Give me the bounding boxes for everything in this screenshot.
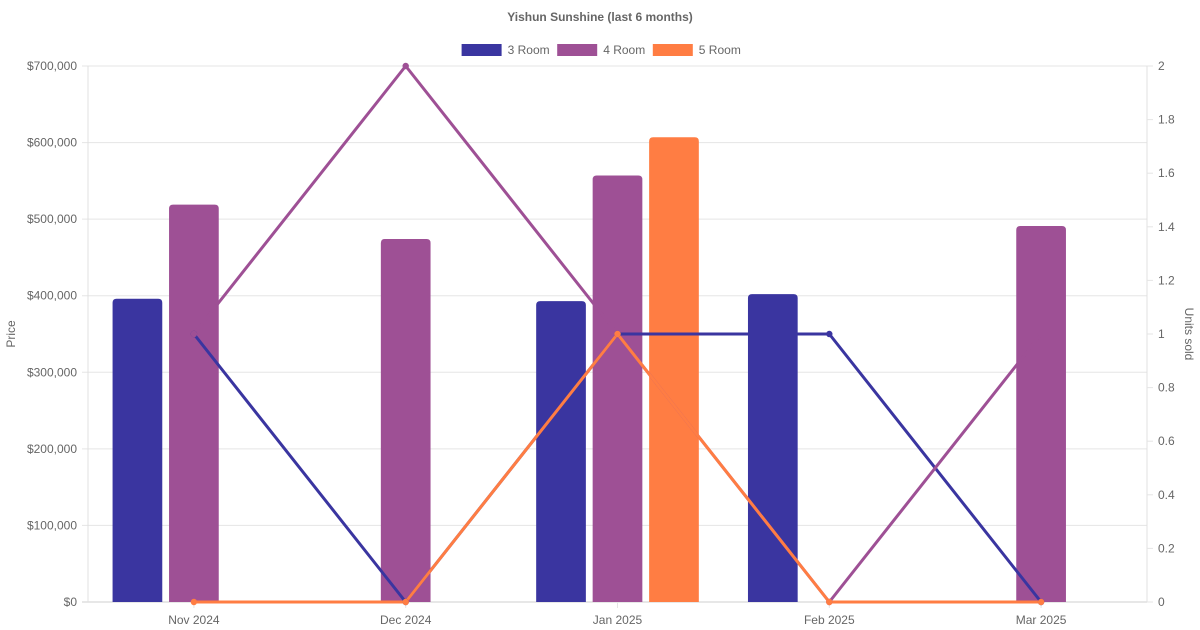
right-tick-label: 0 <box>1158 595 1165 609</box>
bar-4-room[interactable] <box>592 175 643 603</box>
legend-label: 3 Room <box>508 43 550 57</box>
bar-4-room[interactable] <box>169 204 219 602</box>
left-tick-label: $100,000 <box>27 518 77 532</box>
bar-4-room[interactable] <box>380 239 431 602</box>
point-4-room[interactable] <box>190 330 198 338</box>
legend-item-5-room[interactable]: 5 Room <box>652 43 741 57</box>
line-series <box>190 62 1045 606</box>
x-tick-label: Nov 2024 <box>168 613 220 627</box>
legend-label: 5 Room <box>699 43 741 57</box>
left-axis-title: Price <box>4 320 18 348</box>
right-y-axis: 0 0.2 0.4 0.6 0.8 1 1.2 1.4 1.6 1.8 2 <box>1147 59 1175 609</box>
left-tick-label: $300,000 <box>27 365 77 379</box>
right-tick-label: 0.8 <box>1158 381 1175 395</box>
left-tick-label: $500,000 <box>27 212 77 226</box>
point-3-room[interactable] <box>826 330 833 338</box>
point-5-room[interactable] <box>614 330 621 338</box>
legend-label: 4 Room <box>603 43 645 57</box>
point-5-room[interactable] <box>402 598 409 606</box>
left-tick-label: $700,000 <box>27 59 77 73</box>
point-4-room[interactable] <box>1037 330 1045 338</box>
left-tick-label: $0 <box>64 595 78 609</box>
legend-swatch <box>652 44 693 56</box>
bar-4-room[interactable] <box>1016 226 1066 602</box>
x-tick-label: Dec 2024 <box>380 613 432 627</box>
left-y-axis: $0 $100,000 $200,000 $300,000 $400,000 $500,0… <box>27 59 77 609</box>
right-tick-label: 1.6 <box>1158 166 1175 180</box>
point-5-room[interactable] <box>1037 598 1045 606</box>
legend-item-3-room[interactable]: 3 Room <box>461 43 550 57</box>
legend-swatch <box>557 44 598 56</box>
bar-3-room[interactable] <box>536 301 586 602</box>
right-tick-label: 0.4 <box>1158 488 1175 502</box>
point-5-room[interactable] <box>826 598 833 606</box>
legend-item-4-room[interactable]: 4 Room <box>557 43 645 57</box>
left-tick-label: $200,000 <box>27 442 77 456</box>
right-tick-label: 1.4 <box>1158 220 1175 234</box>
right-tick-label: 0.2 <box>1158 541 1175 555</box>
right-axis-title: Units sold <box>1182 308 1196 361</box>
right-tick-label: 2 <box>1158 59 1165 73</box>
point-5-room[interactable] <box>190 598 198 606</box>
legend-swatch <box>461 44 502 56</box>
bar-series <box>112 137 1066 603</box>
x-tick-label: Jan 2025 <box>593 613 643 627</box>
x-tick-label: Feb 2025 <box>804 613 855 627</box>
chart-title: Yishun Sunshine (last 6 months) <box>507 10 693 24</box>
bar-5-room[interactable] <box>649 137 699 602</box>
x-axis: Nov 2024 Dec 2024 Jan 2025 Feb 2025 Mar 2025 <box>168 602 1067 627</box>
point-4-room[interactable] <box>402 62 409 70</box>
right-tick-label: 1.8 <box>1158 113 1175 127</box>
right-tick-label: 1 <box>1158 327 1165 341</box>
left-tick-label: $600,000 <box>27 136 77 150</box>
right-tick-label: 1.2 <box>1158 273 1175 287</box>
bar-3-room[interactable] <box>747 294 798 602</box>
left-tick-label: $400,000 <box>27 289 77 303</box>
right-tick-label: 0.6 <box>1158 434 1175 448</box>
bar-3-room[interactable] <box>112 298 163 602</box>
legend: 3 Room 4 Room 5 Room <box>461 43 741 57</box>
x-tick-label: Mar 2025 <box>1016 613 1067 627</box>
